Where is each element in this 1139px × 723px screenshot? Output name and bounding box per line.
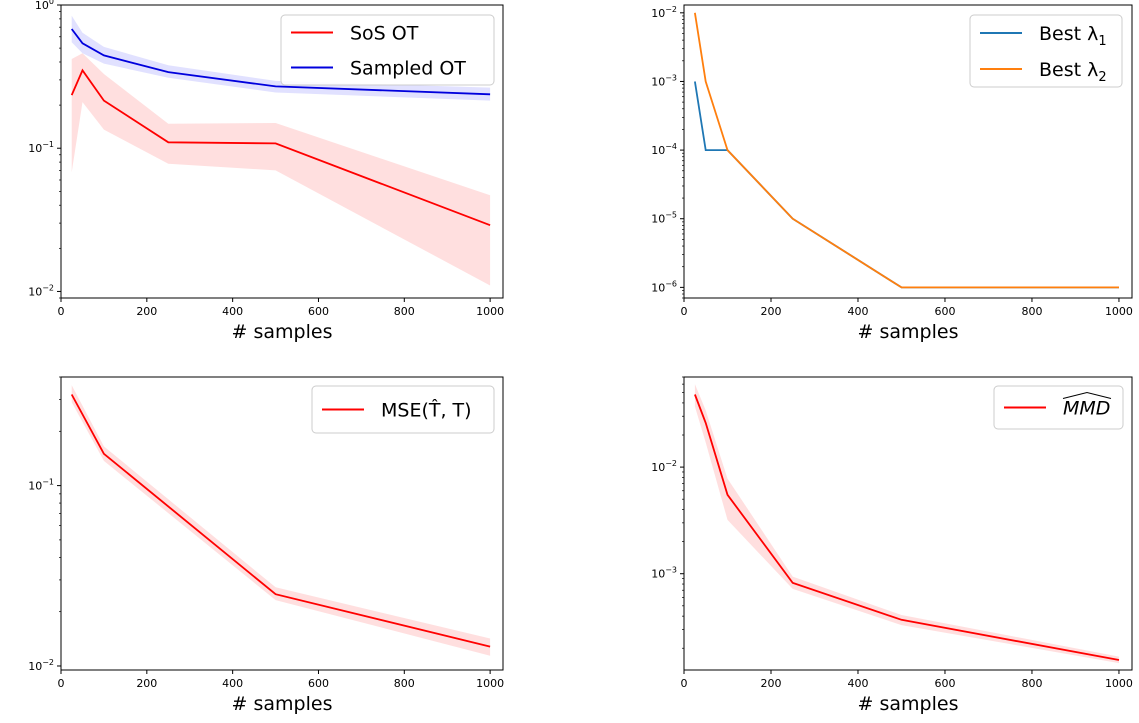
confidence-band-1 (71, 385, 491, 656)
x-tick-label: 600 (934, 677, 955, 690)
x-tick-label: 1000 (1105, 305, 1133, 318)
x-tick-label: 800 (394, 305, 415, 318)
series-line-1 (694, 394, 1120, 661)
x-tick-label: 0 (681, 677, 688, 690)
plot-frame (683, 376, 1133, 671)
legend-box (280, 14, 495, 86)
x-tick-label: 600 (308, 305, 329, 318)
legend: MSE(T̂, T) (311, 385, 495, 434)
series-line-2 (70, 28, 491, 96)
x-tick-label: 0 (681, 305, 688, 318)
x-tick-label: 0 (58, 677, 65, 690)
y-tick-label: 10−3 (651, 566, 677, 581)
legend-entry: Best λ1 (1039, 23, 1107, 49)
x-tick-label: 400 (847, 677, 868, 690)
series-line-1 (694, 81, 1119, 289)
chart-panel-3: 0 200 400 600 800 1000 10−2 10−1 # samples MSE(T̂… (28, 376, 504, 715)
chart-panel-1: 0 200 400 600 800 1000 10−2 10−1 100 # samples SoS… (28, 0, 504, 343)
y-tick-label: 10−2 (28, 283, 54, 298)
x-axis-label: # samples (858, 693, 959, 715)
y-tick-label: 10−1 (28, 140, 54, 155)
y-tick-label: 10−1 (28, 478, 54, 493)
plot-frame (60, 376, 504, 671)
x-axis-label: # samples (858, 321, 959, 343)
x-tick-label: 400 (847, 305, 868, 318)
chart-panel-2: 0 200 400 600 800 1000 10−6 10−5 10−4 10−3 10−2 # s… (651, 4, 1133, 343)
confidence-band-1 (71, 53, 491, 286)
x-tick-label: 1000 (476, 305, 504, 318)
legend: SoS OT Sampled OT (280, 14, 495, 86)
x-tick-label: 400 (222, 305, 243, 318)
series-line-1 (70, 68, 491, 227)
series-line-2 (694, 12, 1119, 289)
y-tick-label: 10−3 (651, 73, 677, 88)
x-tick-label: 800 (1021, 677, 1042, 690)
x-tick-label: 200 (136, 677, 157, 690)
chart-panel-4: 0 200 400 600 800 1000 10−3 10−2 # samples MMD (651, 376, 1133, 715)
y-tick-label: 10−2 (651, 459, 677, 474)
hat-accent (1062, 391, 1112, 399)
y-tick-label: 10−4 (651, 142, 677, 157)
x-tick-label: 200 (760, 305, 781, 318)
x-tick-label: 800 (1021, 305, 1042, 318)
y-tick-label: 10−2 (28, 658, 54, 673)
legend-entry: MMD (1063, 398, 1110, 420)
x-axis-label: # samples (232, 321, 333, 343)
y-tick-label: 10−2 (651, 5, 677, 20)
x-tick-label: 200 (136, 305, 157, 318)
legend-entry: Best λ2 (1039, 59, 1107, 85)
plot-frame (60, 4, 504, 299)
y-tick-label: 100 (35, 0, 54, 12)
legend-entry: MSE(T̂, T) (381, 399, 472, 421)
x-tick-label: 1000 (476, 677, 504, 690)
y-tick-label: 10−5 (651, 211, 677, 226)
x-tick-label: 400 (222, 677, 243, 690)
legend: MMD (993, 385, 1124, 430)
x-axis-label: # samples (232, 693, 333, 715)
x-tick-label: 800 (394, 677, 415, 690)
series-line-1 (70, 394, 491, 648)
legend-entry: SoS OT (350, 23, 419, 45)
legend-box (993, 385, 1124, 430)
legend: Best λ1 Best λ2 (969, 14, 1123, 88)
legend-entry: Sampled OT (350, 58, 466, 80)
x-tick-label: 600 (308, 677, 329, 690)
plot-frame (683, 4, 1133, 299)
y-tick-label: 10−6 (651, 279, 677, 294)
x-tick-label: 0 (58, 305, 65, 318)
legend-box (311, 385, 495, 434)
x-tick-label: 600 (934, 305, 955, 318)
x-tick-label: 200 (760, 677, 781, 690)
x-tick-label: 1000 (1105, 677, 1133, 690)
